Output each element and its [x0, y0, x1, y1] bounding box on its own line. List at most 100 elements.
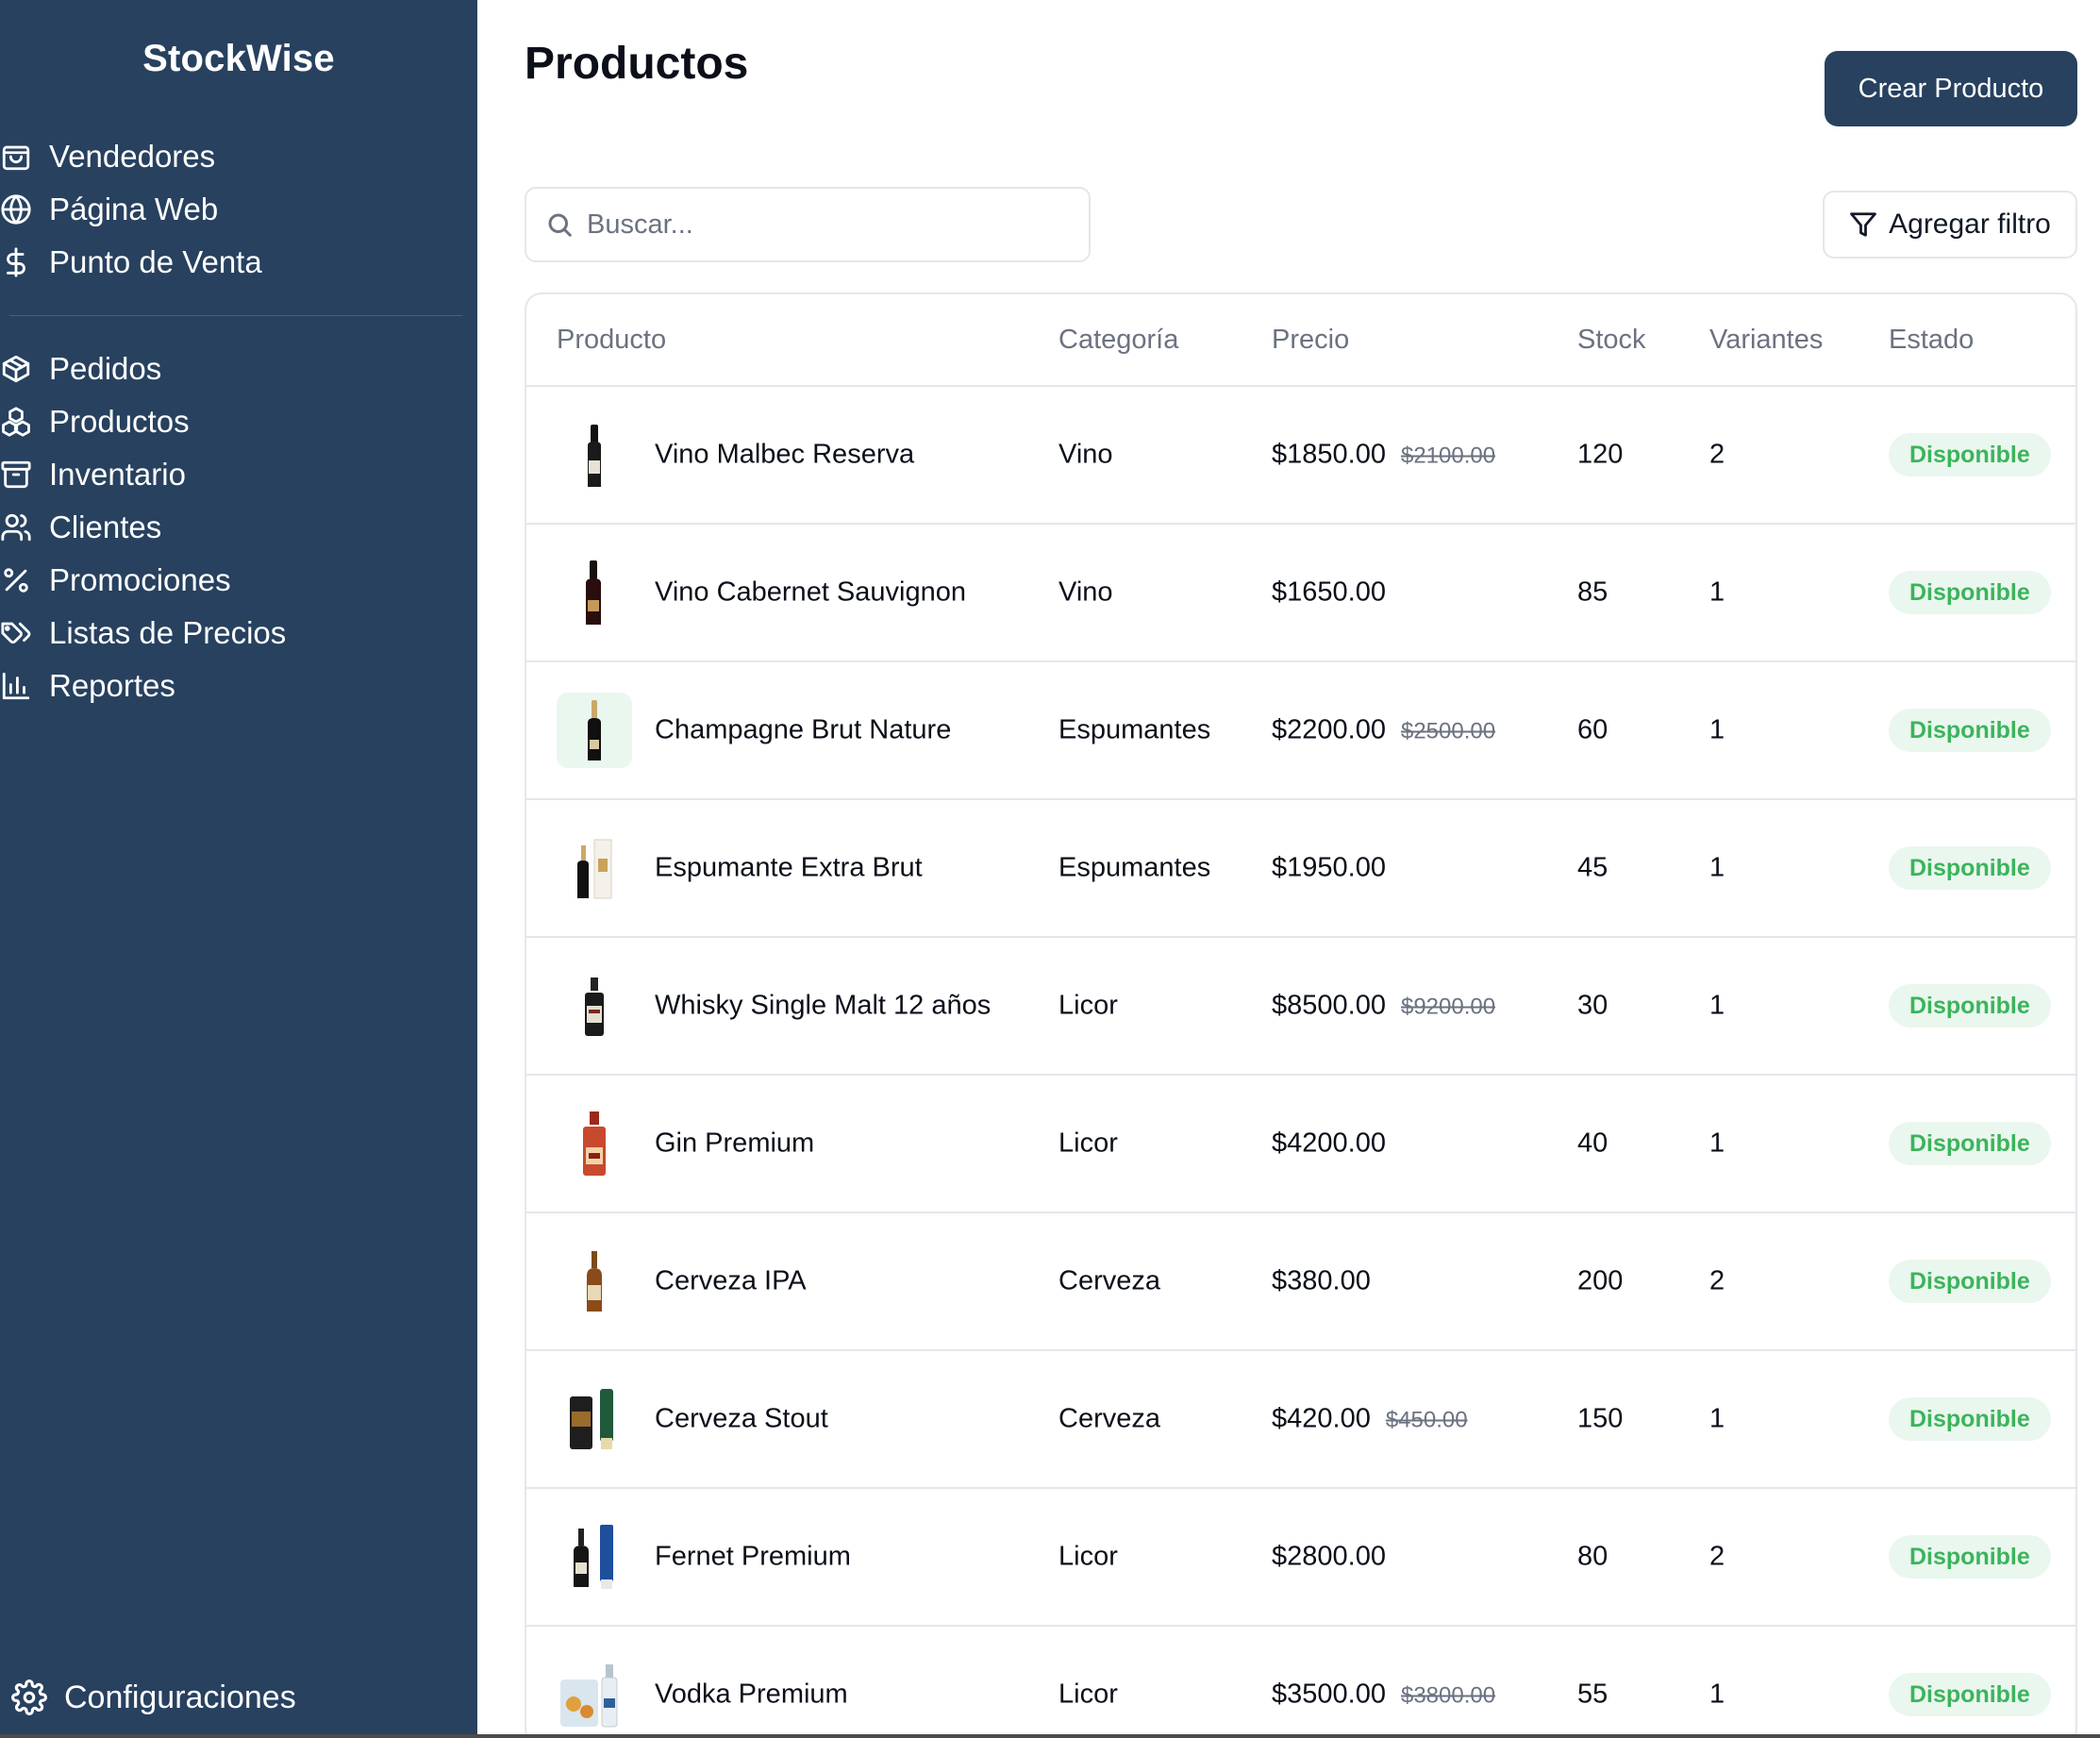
package-icon [0, 353, 32, 385]
price-original: $450.00 [1385, 1407, 1468, 1433]
table-row[interactable]: Gin Premium Licor $4200.00 40 1 Disponib… [526, 1076, 2075, 1213]
product-stock: 60 [1577, 714, 1608, 745]
table-row[interactable]: Espumante Extra Brut Espumantes $1950.00… [526, 800, 2075, 938]
table-row[interactable]: Champagne Brut Nature Espumantes $2200.0… [526, 662, 2075, 800]
sidebar-item-clientes[interactable]: Clientes [0, 506, 161, 549]
sidebar-item-label: Listas de Precios [49, 615, 287, 650]
sidebar-item-reportes[interactable]: Reportes [0, 664, 175, 708]
boxes-icon [0, 406, 32, 438]
table-row[interactable]: Cerveza IPA Cerveza $380.00 200 2 Dispon… [526, 1213, 2075, 1351]
gear-icon [11, 1680, 47, 1715]
table-row[interactable]: Whisky Single Malt 12 años Licor $8500.0… [526, 938, 2075, 1076]
product-category: Licor [1058, 1541, 1118, 1572]
product-name: Espumante Extra Brut [655, 852, 923, 883]
price-current: $4200.00 [1272, 1128, 1386, 1159]
bar-chart-icon [0, 670, 32, 702]
product-variants: 1 [1709, 852, 1725, 883]
sidebar-item-listas-de-precios[interactable]: Listas de Precios [0, 611, 286, 655]
price-current: $2800.00 [1272, 1541, 1386, 1572]
sidebar-item-label: Clientes [49, 510, 162, 544]
product-price: $1850.00 $2100.00 [1272, 440, 1495, 471]
product-stock: 85 [1577, 577, 1608, 608]
product-variants: 2 [1709, 1265, 1725, 1296]
price-original: $9200.00 [1400, 994, 1496, 1020]
product-stock: 30 [1577, 990, 1608, 1021]
product-price: $420.00 $450.00 [1272, 1404, 1468, 1435]
status-badge: Disponible [1889, 984, 2051, 1028]
price-current: $2200.00 [1272, 714, 1386, 745]
table-row[interactable]: Cerveza Stout Cerveza $420.00 $450.00 150… [526, 1351, 2075, 1489]
product-name: Cerveza Stout [655, 1403, 828, 1434]
product-thumbnail [557, 830, 632, 906]
column-header-precio[interactable]: Precio [1272, 325, 1350, 355]
product-variants: 1 [1709, 1128, 1725, 1159]
sidebar-item-label: Punto de Venta [49, 244, 262, 279]
status-badge: Disponible [1889, 1397, 2051, 1441]
product-stock: 150 [1577, 1403, 1624, 1434]
sidebar-item-promociones[interactable]: Promociones [0, 559, 231, 602]
table-row[interactable]: Vodka Premium Licor $3500.00 $3800.00 55 … [526, 1627, 2075, 1738]
product-thumbnail [557, 1381, 632, 1457]
column-header-estado[interactable]: Estado [1889, 325, 1975, 355]
store-icon [0, 141, 32, 173]
sidebar-item-productos[interactable]: Productos [0, 400, 190, 443]
search-icon [548, 213, 572, 237]
product-price: $2200.00 $2500.00 [1272, 715, 1495, 746]
sidebar-item-pedidos[interactable]: Pedidos [0, 347, 161, 391]
table-row[interactable]: Vino Malbec Reserva Vino $1850.00 $2100.0… [526, 387, 2075, 525]
search-box[interactable] [525, 187, 1091, 262]
status-badge: Disponible [1889, 571, 2051, 614]
price-current: $8500.00 [1272, 990, 1386, 1021]
sidebar-item-label: Promociones [49, 562, 231, 597]
product-name: Cerveza IPA [655, 1265, 807, 1296]
status-badge: Disponible [1889, 1535, 2051, 1579]
sidebar-item-inventario[interactable]: Inventario [0, 453, 186, 496]
product-price: $380.00 [1272, 1266, 1386, 1297]
tags-icon [0, 617, 32, 649]
price-original: $2100.00 [1400, 443, 1496, 469]
column-header-categoria[interactable]: Categoría [1058, 325, 1179, 355]
add-filter-button[interactable]: Agregar filtro [1823, 191, 2077, 259]
table-row[interactable]: Fernet Premium Licor $2800.00 80 2 Dispo… [526, 1489, 2075, 1627]
product-stock: 80 [1577, 1541, 1608, 1572]
price-current: $1850.00 [1272, 439, 1386, 470]
sidebar-item-label: Pedidos [49, 351, 162, 386]
product-price: $3500.00 $3800.00 [1272, 1680, 1495, 1711]
product-name: Champagne Brut Nature [655, 714, 952, 745]
product-name: Gin Premium [655, 1128, 815, 1159]
product-stock: 40 [1577, 1128, 1608, 1159]
product-price: $1650.00 [1272, 577, 1401, 609]
column-header-producto[interactable]: Producto [557, 325, 667, 355]
status-badge: Disponible [1889, 1122, 2051, 1165]
percent-icon [0, 564, 32, 596]
product-category: Cerveza [1058, 1265, 1160, 1296]
create-product-button[interactable]: Crear Producto [1825, 51, 2077, 126]
product-thumbnail [557, 1657, 632, 1732]
column-header-stock[interactable]: Stock [1577, 325, 1646, 355]
product-category: Cerveza [1058, 1403, 1160, 1434]
window-bottom-border [0, 1734, 2100, 1738]
product-stock: 45 [1577, 852, 1608, 883]
sidebar-item-vendedores[interactable]: Vendedores [0, 135, 215, 178]
sidebar-item-pagina-web[interactable]: Página Web [0, 188, 218, 231]
product-thumbnail [557, 1106, 632, 1181]
price-original: $3800.00 [1400, 1682, 1496, 1709]
product-name: Whisky Single Malt 12 años [655, 990, 992, 1021]
sidebar-item-label: Vendedores [49, 139, 216, 174]
price-current: $1650.00 [1272, 577, 1386, 608]
sidebar-item-label: Configuraciones [64, 1679, 296, 1715]
product-thumbnail [557, 1244, 632, 1319]
product-price: $2800.00 [1272, 1542, 1401, 1573]
search-input[interactable] [587, 209, 1077, 241]
product-stock: 55 [1577, 1679, 1608, 1710]
column-header-variantes[interactable]: Variantes [1709, 325, 1824, 355]
dollar-icon [0, 246, 32, 278]
status-badge: Disponible [1889, 433, 2051, 476]
product-name: Vino Cabernet Sauvignon [655, 577, 966, 608]
price-current: $1950.00 [1272, 852, 1386, 883]
sidebar-item-configuraciones[interactable]: Configuraciones [11, 1676, 296, 1719]
archive-icon [0, 459, 32, 491]
brand-logo: StockWise [142, 38, 335, 79]
table-row[interactable]: Vino Cabernet Sauvignon Vino $1650.00 85… [526, 525, 2075, 662]
sidebar-item-punto-de-venta[interactable]: Punto de Venta [0, 241, 262, 284]
